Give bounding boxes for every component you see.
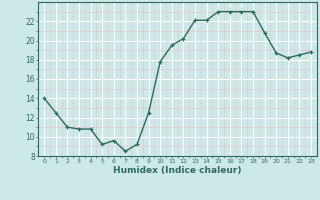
- X-axis label: Humidex (Indice chaleur): Humidex (Indice chaleur): [113, 166, 242, 175]
